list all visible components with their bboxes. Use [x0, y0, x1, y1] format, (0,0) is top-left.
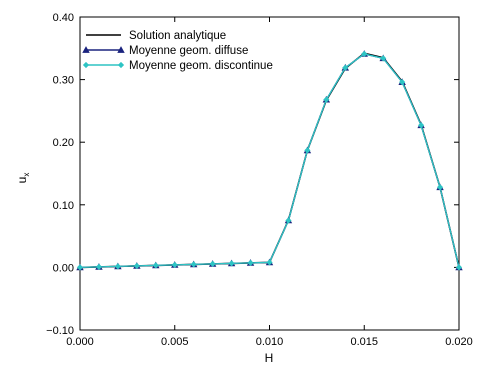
series-2-point	[152, 262, 159, 269]
series-2-point	[417, 122, 425, 129]
x-tick-label: 0.005	[161, 336, 189, 348]
series-2-point	[323, 96, 330, 103]
series-2-point	[455, 264, 463, 271]
series-2-point	[361, 50, 368, 58]
legend-marker-end-2	[117, 61, 125, 69]
y-tick-label: 0.00	[53, 262, 74, 274]
series-line-2	[79, 53, 460, 269]
x-tick-label: 0.010	[256, 336, 284, 348]
series-2-point	[304, 147, 311, 154]
series-2-point	[247, 259, 254, 266]
series-2-point	[190, 261, 197, 268]
series-2-point	[436, 184, 444, 191]
series-2-point	[342, 64, 349, 71]
series-2-point	[228, 260, 235, 267]
legend-label-1: Moyenne geom. diffuse	[129, 45, 248, 57]
series-2-point	[114, 263, 122, 270]
series-line-1	[79, 53, 460, 269]
x-tick-label: 0.015	[350, 336, 378, 348]
y-tick-label: −0.10	[46, 325, 74, 337]
x-tick-label: 0.000	[66, 336, 94, 348]
y-tick-label: 0.10	[53, 200, 74, 212]
legend-marker-end-1	[117, 46, 125, 53]
y-axis-label-main: u	[15, 177, 29, 184]
y-axis-label-subscript: x	[22, 173, 31, 177]
legend-marker-start-1	[82, 46, 90, 53]
y-axis-label: ux	[15, 173, 31, 184]
legend-label-2: Moyenne geom. discontinue	[129, 60, 273, 72]
y-tick-label: 0.20	[53, 137, 74, 149]
series-2-point	[209, 260, 216, 268]
x-axis-label: H	[265, 351, 274, 365]
series-2-point	[76, 264, 84, 271]
series-2-point	[399, 78, 406, 86]
legend-marker-start-2	[82, 61, 90, 69]
series-2-point	[171, 261, 178, 269]
series-line-0	[79, 52, 460, 269]
series-2-point	[95, 263, 103, 271]
series-2-point	[266, 259, 273, 266]
series-2-point	[380, 55, 387, 62]
series-2-point	[285, 217, 292, 224]
y-tick-label: 0.40	[53, 12, 74, 24]
series-2-point	[133, 262, 140, 270]
legend-label-0: Solution analytique	[129, 30, 226, 42]
y-tick-label: 0.30	[53, 75, 74, 87]
x-tick-label: 0.020	[445, 336, 473, 348]
